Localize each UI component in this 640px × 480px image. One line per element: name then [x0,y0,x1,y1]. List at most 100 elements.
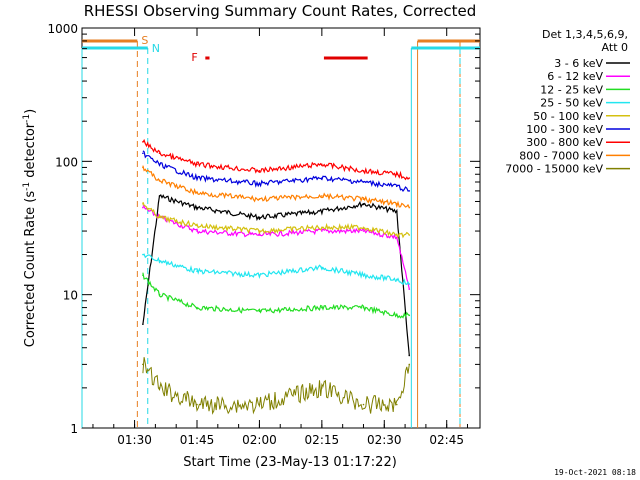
series-point [258,234,261,236]
series-point [196,403,198,406]
series-point [258,198,261,200]
series-5 [142,150,411,193]
series-point [142,166,144,169]
legend-entry-label: 6 - 12 keV [547,70,603,83]
series-3 [142,253,411,286]
series-point [408,354,411,357]
series-point [158,195,161,197]
y-tick-label: 1000 [47,22,78,36]
series-point [362,181,365,183]
x-tick-label: 02:45 [429,433,464,447]
series-point [395,234,398,236]
series-point [142,274,144,276]
series-point [408,177,411,179]
series-point [362,198,365,200]
legend-header-line2: Att 0 [602,41,628,54]
y-tick-label: 100 [55,155,78,169]
legend-entry-label: 50 - 100 keV [533,110,603,123]
series-point [321,266,323,269]
series-line [142,201,410,239]
series-point [258,274,261,276]
series-point [321,306,323,309]
series-point [142,363,144,366]
flag-f-label: F [191,51,197,64]
series-point [258,182,261,185]
series-point [158,387,161,389]
footer-timestamp: 19-Oct-2021 08:18 [554,468,636,477]
series-point [158,179,161,182]
series-1 [142,205,411,290]
series-7 [142,165,411,209]
series-point [408,314,411,317]
series-point [142,253,144,256]
series-point [196,192,198,194]
series-point [258,310,261,313]
series-2 [142,272,411,319]
chart-title: RHESSI Observing Summary Count Rates, Co… [84,2,477,20]
series-point [258,216,261,219]
x-tick-label: 01:30 [117,433,152,447]
series-point [142,206,144,209]
series-line [142,138,410,181]
legend-entry-label: 7000 - 15000 keV [505,163,603,176]
series-layer [142,138,411,415]
series-line [142,357,410,415]
y-axis-label-sup2: -1 [22,114,32,123]
series-point [158,259,161,262]
series-point [408,234,411,236]
x-tick-label: 02:15 [305,433,340,447]
series-line [142,150,410,193]
series-point [362,203,365,205]
legend-entry-label: 300 - 800 keV [526,136,603,149]
x-axis-ticks: 01:30 01:45 02:00 02:15 02:30 02:45 [92,28,469,447]
series-point [258,403,261,406]
series-point [395,203,398,205]
series-point [158,216,161,219]
series-point [362,169,365,172]
series-point [321,210,323,213]
series-point [362,306,365,309]
x-tick-label: 02:00 [242,433,277,447]
series-point [196,163,198,166]
series-point [258,169,261,172]
series-0 [142,194,411,357]
series-point [362,230,365,232]
series-point [395,314,398,317]
series-line [142,272,410,319]
series-point [258,230,261,232]
series-point [321,230,323,232]
series-point [196,177,198,179]
series-point [395,173,398,176]
series-point [395,185,398,188]
series-8 [142,357,411,415]
legend-entry-label: 25 - 50 keV [540,97,603,110]
x-tick-label: 02:30 [367,433,402,447]
series-point [321,387,323,389]
series-4 [142,201,411,239]
series-point [158,152,161,155]
series-point [196,306,198,309]
series-point [196,230,198,232]
series-line [142,205,410,290]
series-point [395,236,398,238]
series-point [408,363,411,366]
series-point [408,190,411,192]
y-axis-label-mid: detector [23,122,38,182]
y-axis-label-end: ) [23,109,38,114]
series-point [196,206,198,209]
series-point [408,283,411,285]
series-6 [142,138,411,181]
series-point [362,403,365,406]
series-point [196,224,198,227]
series-line [142,253,410,286]
y-axis-label: Corrected Count Rate (s-1 detector-1) [22,109,38,347]
series-point [362,274,365,276]
series-point [362,226,365,229]
series-point [142,323,144,326]
series-line [142,194,410,356]
legend-entry-label: 3 - 6 keV [554,57,603,70]
series-point [395,210,398,213]
